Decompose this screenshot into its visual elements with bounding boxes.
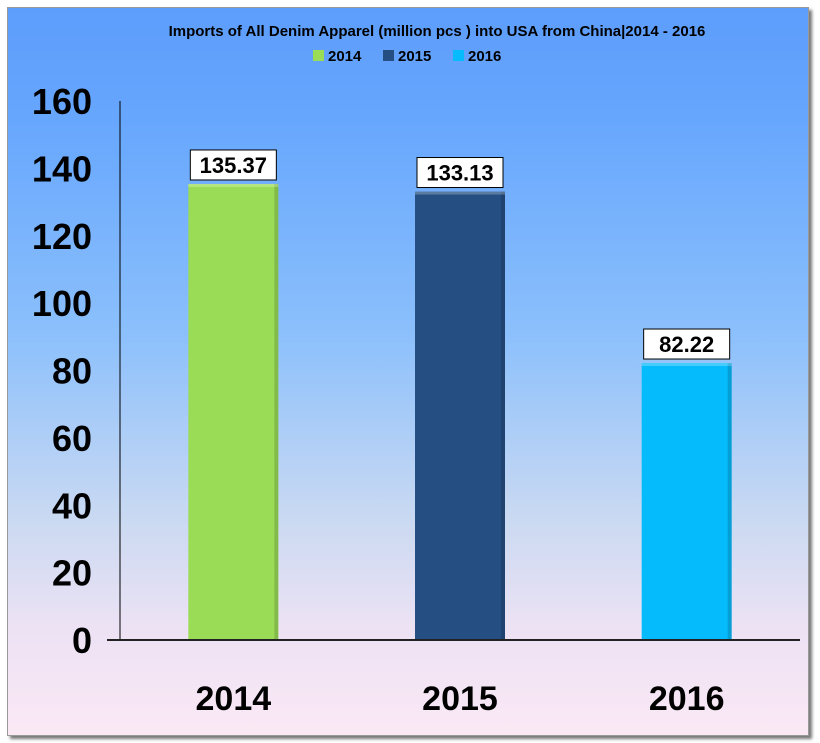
legend-swatch-2015	[383, 50, 394, 61]
y-tick-label: 20	[52, 553, 92, 594]
legend: 2014 2015 2016	[313, 48, 501, 65]
legend-swatch-2016	[453, 50, 464, 61]
x-tick-label: 2014	[196, 680, 272, 718]
bar-2016	[641, 363, 732, 640]
legend-label-2015: 2015	[398, 48, 431, 65]
bar-shade-2015	[501, 191, 505, 640]
y-axis: 0 20 40 60 80 100 120 140 160	[32, 81, 121, 661]
legend-label-2014: 2014	[328, 48, 362, 65]
chart-title: Imports of All Denim Apparel (million pc…	[169, 23, 706, 40]
bar-shade-2016	[727, 363, 732, 640]
y-tick-label: 100	[32, 283, 92, 324]
bar-2014	[188, 183, 279, 641]
y-tick-label: 40	[52, 485, 92, 526]
bar-bevel-2014	[188, 183, 279, 187]
bar-bevel-2016	[641, 363, 732, 367]
bar-2015	[415, 191, 505, 640]
legend-swatch-2014	[313, 50, 324, 61]
x-tick-label: 2016	[649, 680, 725, 718]
x-axis: 2014 2015 2016	[107, 639, 800, 718]
data-label-box-2015	[416, 157, 504, 189]
data-label-2016: 82.22	[659, 332, 714, 357]
y-tick-label: 0	[72, 620, 92, 661]
data-label-box-2014	[189, 149, 277, 181]
y-tick-label: 140	[32, 148, 92, 189]
bar-bevel-2015	[415, 191, 505, 195]
legend-label-2016: 2016	[468, 48, 501, 65]
data-label-2014: 135.37	[200, 153, 267, 178]
bars: 135.37 133.13 82.22	[188, 149, 732, 641]
x-tick-label: 2015	[422, 680, 498, 718]
y-tick-label: 160	[32, 81, 92, 122]
data-label-box-2016	[643, 328, 731, 360]
y-tick-label: 60	[52, 418, 92, 459]
y-tick-label: 80	[52, 351, 92, 392]
bar-shade-2014	[274, 183, 279, 641]
y-tick-label: 120	[32, 216, 92, 257]
data-label-2015: 133.13	[426, 161, 493, 186]
